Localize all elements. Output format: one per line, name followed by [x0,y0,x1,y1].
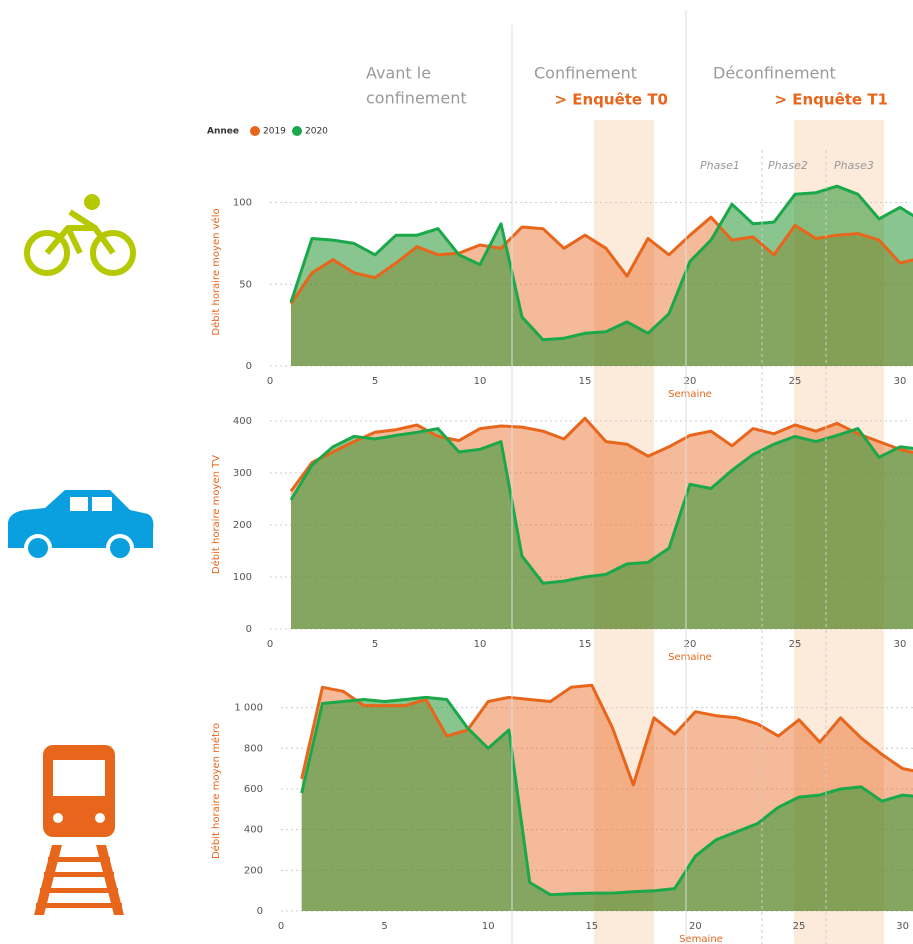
y-tick-label: 400 [244,825,263,836]
line [289,427,913,585]
car-icon [8,490,154,562]
bike-icon [24,194,136,276]
area [291,428,913,629]
x-tick-label: 0 [267,376,273,387]
x-tick-label: 20 [684,639,697,650]
x-tick-label: 30 [894,376,907,387]
series-layer [289,416,913,629]
legend: Annee 2019 2020 [207,126,328,137]
x-tick-label: 15 [579,639,592,650]
y-tick-label: 0 [246,624,252,635]
header-label: Déconfinement [713,64,836,83]
train-icon [34,745,124,915]
header-label: Confinement [534,64,637,83]
line [300,683,913,787]
header-label: confinement [366,89,467,108]
chart: 0 50 100 0 5 10 15 20 25 30 Semaine Débit horaire m… [210,184,913,400]
dividers [511,10,827,944]
y-tick-label: 200 [244,865,263,876]
legend-swatch [292,126,302,136]
x-tick-label: 10 [474,639,487,650]
legend-label: 2020 [305,127,328,137]
x-tick-label: 20 [684,376,697,387]
series-layer [289,184,913,366]
x-tick-label: 15 [579,376,592,387]
x-tick-label: 25 [789,639,802,650]
x-tick-label: 5 [372,376,378,387]
legend-swatch [250,126,260,136]
x-axis-label: Semaine [679,934,723,944]
y-tick-label: 100 [233,198,252,209]
survey-label: > Enquête T0 [554,91,668,109]
area [301,697,913,911]
x-tick-label: 10 [482,921,495,932]
x-tick-label: 30 [894,639,907,650]
y-axis-label: Débit horaire moyen métro [210,723,222,859]
survey-band-t0 [594,120,654,944]
line [289,416,913,492]
area [291,186,913,366]
x-axis-label: Semaine [668,652,712,663]
line [289,215,913,305]
y-tick-label: 800 [244,743,263,754]
legend-title: Annee [207,127,239,137]
y-tick-label: 600 [244,784,263,795]
x-tick-label: 25 [789,376,802,387]
y-axis-label: Débit horaire moyen vélo [210,208,222,335]
x-tick-label: 5 [372,639,378,650]
y-tick-label: 0 [257,906,263,917]
y-tick-label: 50 [239,279,252,290]
x-tick-label: 15 [585,921,598,932]
x-axis-label: Semaine [668,389,712,400]
series-layer [300,683,913,911]
y-tick-label: 400 [233,416,252,427]
x-tick-label: 5 [381,921,387,932]
line [289,184,913,342]
y-tick-label: 200 [233,520,252,531]
y-tick-label: 300 [233,468,252,479]
x-tick-label: 0 [267,639,273,650]
chart: 0 100 200 300 400 0 5 10 15 20 25 30 Semaine Débit ho… [210,416,913,663]
survey-label: > Enquête T1 [774,91,888,109]
phase-label: Phase3 [834,159,874,172]
x-tick-label: 25 [793,921,806,932]
x-tick-label: 30 [896,921,909,932]
x-tick-label: 10 [474,376,487,387]
line [300,695,913,897]
header-label: Avant le [366,64,431,83]
legend-label: 2019 [263,127,286,137]
chart: 0 200 400 600 800 1 000 0 5 10 15 20 25 30 Semaine Déb… [210,683,913,944]
y-tick-label: 1 000 [234,703,263,714]
y-axis-label: Débit horaire moyen TV [210,455,222,574]
y-tick-label: 100 [233,572,252,583]
phase-label: Phase2 [768,159,808,172]
y-tick-label: 0 [246,361,252,372]
x-tick-label: 0 [278,921,284,932]
phase-label: Phase1 [700,159,740,172]
x-tick-label: 20 [689,921,702,932]
